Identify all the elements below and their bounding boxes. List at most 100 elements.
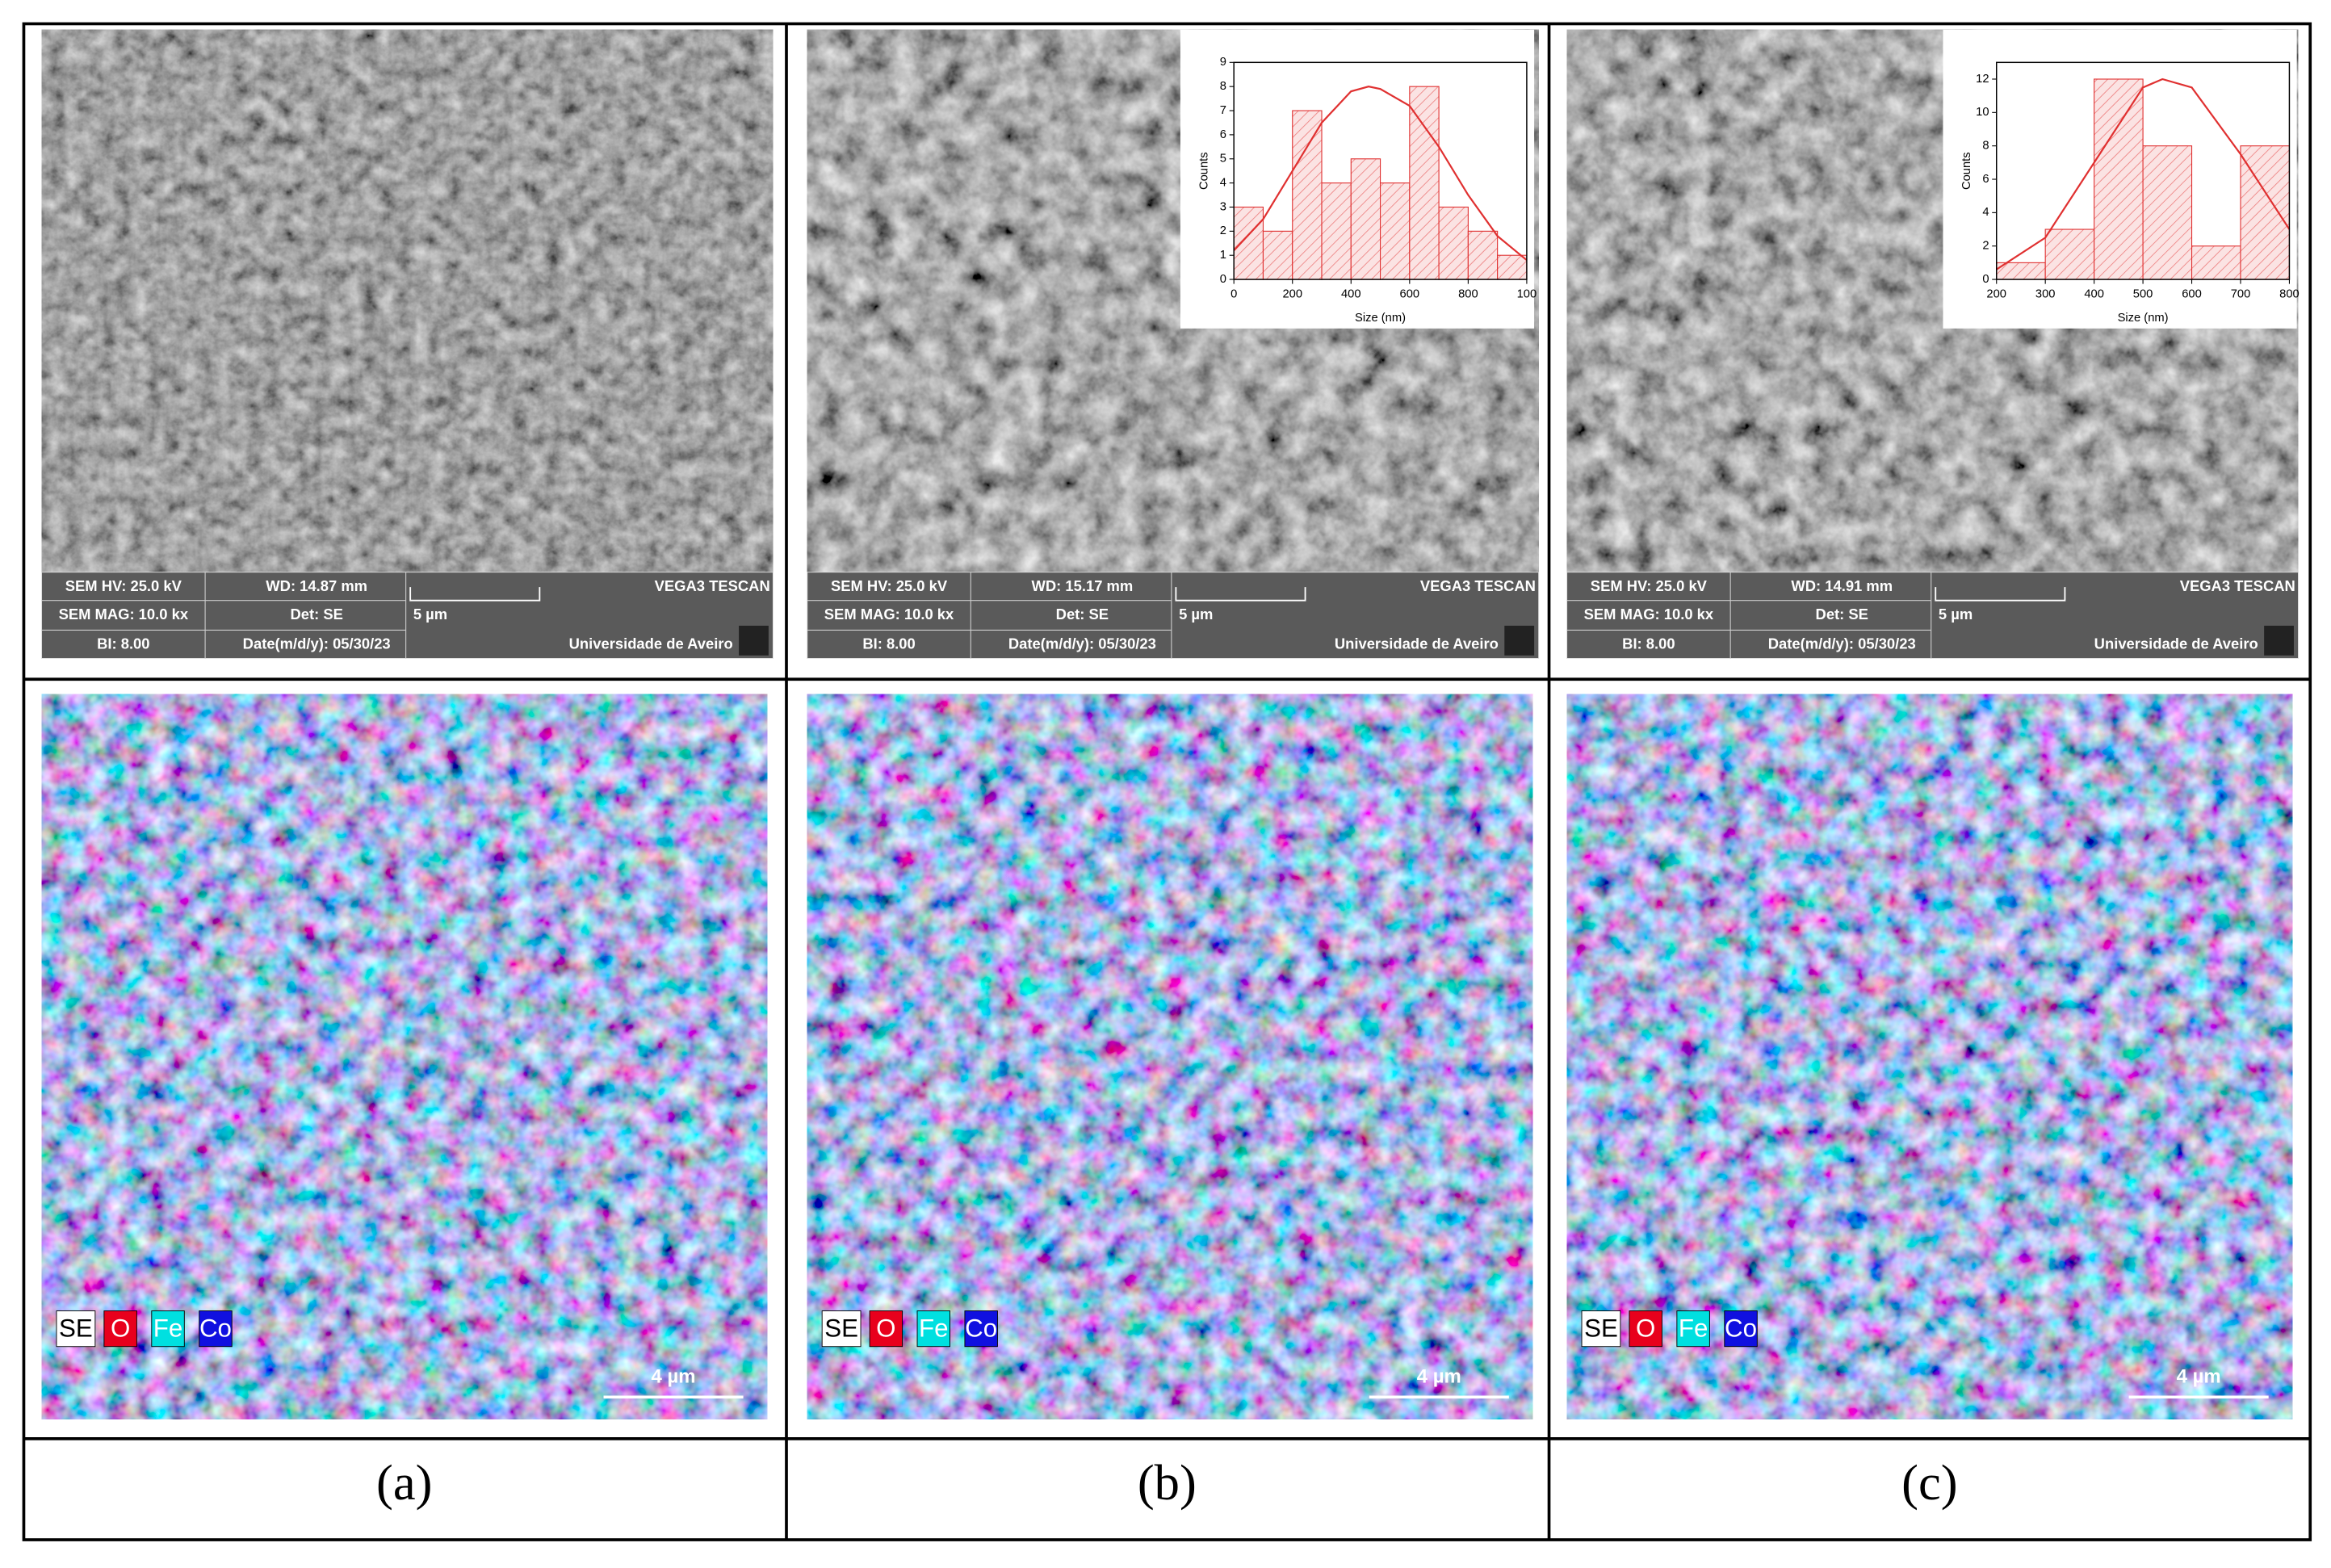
sem-info: SEM MAG: 10.0 kx: [1584, 606, 1714, 623]
histogram-bar: [1350, 158, 1381, 280]
x-tick-label: 200: [1282, 287, 1302, 300]
histogram-bar: [1380, 182, 1411, 280]
sem-info: 5 µm: [1939, 606, 1973, 623]
sem-info: SEM HV: 25.0 kV: [65, 577, 182, 594]
eds-legend-swatch: [1629, 1310, 1662, 1348]
histogram-bar: [1262, 230, 1293, 280]
eds-legend-label: Fe: [919, 1314, 949, 1343]
eds-legend-label: Co: [965, 1314, 997, 1343]
sem-info-bar: [41, 572, 774, 659]
y-tick-label: 12: [1976, 73, 1989, 86]
y-tick-label: 4: [1982, 206, 1989, 219]
eds-legend-label: Fe: [1679, 1314, 1708, 1343]
sem-scale-bar: [1935, 587, 2066, 602]
sem-info: SEM MAG: 10.0 kx: [824, 606, 954, 623]
histogram-bar: [2142, 145, 2193, 280]
histogram-bar: [1233, 206, 1264, 280]
sem-info: VEGA3 TESCAN: [1420, 577, 1536, 594]
eds-legend-swatch: [103, 1310, 137, 1348]
y-tick-label: 6: [1982, 173, 1989, 186]
sem-logo: [1504, 625, 1535, 656]
y-axis-label: Counts: [1197, 152, 1210, 190]
y-tick-label: 10: [1976, 106, 1989, 119]
sem-info-bar: [807, 572, 1540, 659]
eds-legend-swatch: [199, 1310, 233, 1348]
sem-info: SEM HV: 25.0 kV: [831, 577, 948, 594]
sem-info: Det: SE: [1056, 606, 1109, 623]
x-tick-label: 600: [2182, 287, 2202, 300]
x-tick-label: 600: [1400, 287, 1420, 300]
sem-info: Date(m/d/y): 05/30/23: [1008, 635, 1156, 652]
y-tick-label: 6: [1220, 128, 1226, 141]
sem-info: Universidade de Aveiro: [569, 635, 733, 652]
y-tick-label: 2: [1982, 240, 1989, 253]
sem-logo: [739, 625, 769, 656]
histogram-bar: [1321, 182, 1352, 280]
eds-legend-label: Fe: [153, 1314, 183, 1343]
y-axis-label: Counts: [1960, 152, 1973, 190]
sem-info: SEM HV: 25.0 kV: [1591, 577, 1708, 594]
y-tick-label: 1: [1220, 249, 1226, 262]
y-tick-label: 8: [1982, 140, 1989, 153]
sem-info: 5 µm: [413, 606, 447, 623]
y-tick-label: 2: [1220, 224, 1226, 237]
y-tick-label: 7: [1220, 104, 1226, 117]
sem-info: 5 µm: [1179, 606, 1213, 623]
eds-legend-swatch: [821, 1310, 862, 1348]
eds-legend-swatch: [1581, 1310, 1621, 1348]
y-tick-label: 5: [1220, 153, 1226, 166]
y-tick-label: 9: [1220, 56, 1226, 69]
eds-map: [807, 694, 1533, 1419]
histogram-bar: [2044, 228, 2095, 280]
sem-info: WD: 15.17 mm: [1032, 577, 1134, 594]
sem-info: BI: 8.00: [1622, 635, 1675, 652]
x-tick-label: 400: [1341, 287, 1361, 300]
histogram-bar: [2191, 245, 2241, 280]
eds-scale-label: 4 µm: [1417, 1366, 1461, 1388]
eds-legend-swatch: [964, 1310, 998, 1348]
eds-map: [1566, 694, 2293, 1419]
eds-legend-label: SE: [59, 1314, 93, 1343]
eds-legend-swatch: [1676, 1310, 1710, 1348]
y-tick-label: 0: [1982, 273, 1989, 286]
sem-info: WD: 14.87 mm: [266, 577, 367, 594]
sem-info: SEM MAG: 10.0 kx: [59, 606, 189, 623]
sem-info: Universidade de Aveiro: [1335, 635, 1499, 652]
sem-logo: [2264, 625, 2294, 656]
x-tick-label: 100: [1517, 287, 1537, 300]
sem-info: WD: 14.91 mm: [1791, 577, 1893, 594]
sem-info: VEGA3 TESCAN: [2180, 577, 2295, 594]
sem-scale-bar: [1175, 587, 1306, 602]
eds-legend-label: O: [876, 1314, 895, 1343]
eds-legend-label: O: [1636, 1314, 1655, 1343]
histogram-bar: [2094, 78, 2144, 280]
sem-image: [41, 29, 774, 572]
histogram-bar: [1467, 230, 1499, 280]
eds-legend-label: Co: [1725, 1314, 1757, 1343]
x-axis-label: Size (nm): [1355, 312, 1406, 325]
y-tick-label: 4: [1220, 177, 1226, 190]
eds-scale-label: 4 µm: [652, 1366, 696, 1388]
histogram-bar: [1409, 86, 1440, 280]
panel-caption: (a): [376, 1454, 432, 1511]
x-tick-label: 700: [2231, 287, 2251, 300]
sem-info: Date(m/d/y): 05/30/23: [243, 635, 391, 652]
fit-curve: [1233, 86, 1528, 262]
sem-info: Date(m/d/y): 05/30/23: [1768, 635, 1916, 652]
sem-scale-bar: [409, 587, 541, 602]
plot-frame: [1233, 61, 1528, 280]
eds-legend-label: O: [111, 1314, 130, 1343]
histogram-bar: [1292, 110, 1323, 280]
histogram-bar: [1438, 206, 1469, 280]
x-tick-label: 300: [2035, 287, 2056, 300]
x-axis-label: Size (nm): [2118, 312, 2169, 325]
x-tick-label: 400: [2084, 287, 2104, 300]
eds-legend-swatch: [151, 1310, 185, 1348]
sem-info: Det: SE: [290, 606, 342, 623]
sem-info: Universidade de Aveiro: [2094, 635, 2258, 652]
eds-legend-swatch: [1724, 1310, 1758, 1348]
sem-info: Det: SE: [1816, 606, 1868, 623]
x-tick-label: 200: [1986, 287, 2006, 300]
eds-scale-label: 4 µm: [2177, 1366, 2221, 1388]
